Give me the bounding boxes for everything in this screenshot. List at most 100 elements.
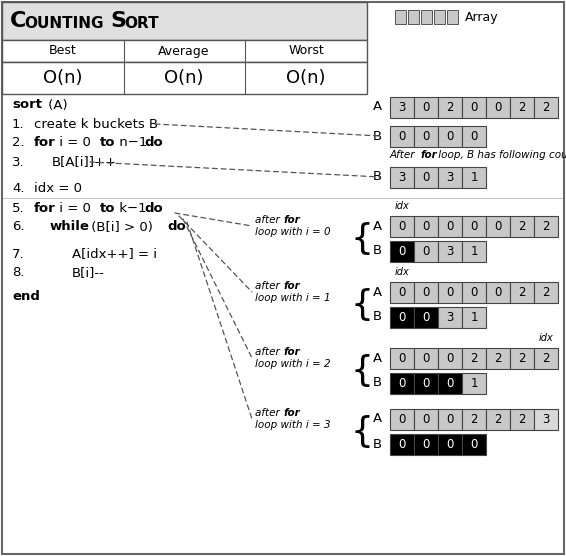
FancyBboxPatch shape	[390, 409, 414, 430]
Text: idx: idx	[395, 201, 409, 211]
Text: 0: 0	[398, 413, 406, 426]
Text: B[A[i]]++: B[A[i]]++	[52, 156, 117, 168]
FancyBboxPatch shape	[486, 216, 510, 237]
FancyBboxPatch shape	[510, 409, 534, 430]
Text: for: for	[34, 201, 55, 215]
Text: do: do	[144, 137, 163, 150]
Text: A: A	[373, 220, 382, 232]
Text: A: A	[373, 413, 382, 425]
Text: 2: 2	[518, 101, 526, 114]
FancyBboxPatch shape	[390, 167, 414, 188]
FancyBboxPatch shape	[414, 97, 438, 118]
FancyBboxPatch shape	[438, 241, 462, 262]
Text: O(n): O(n)	[164, 69, 204, 87]
Text: 2: 2	[470, 413, 478, 426]
Text: B[i]--: B[i]--	[72, 266, 105, 280]
Text: 0: 0	[447, 377, 454, 390]
Text: 0: 0	[470, 220, 478, 233]
FancyBboxPatch shape	[390, 307, 414, 328]
Text: 1: 1	[470, 245, 478, 258]
FancyBboxPatch shape	[414, 307, 438, 328]
FancyBboxPatch shape	[390, 348, 414, 369]
Text: n−1: n−1	[115, 137, 152, 150]
FancyBboxPatch shape	[534, 282, 558, 303]
FancyBboxPatch shape	[462, 409, 486, 430]
Text: B: B	[373, 245, 382, 257]
Text: 1.: 1.	[12, 117, 25, 131]
Text: after: after	[255, 347, 283, 357]
Text: 2: 2	[446, 101, 454, 114]
FancyBboxPatch shape	[414, 282, 438, 303]
FancyBboxPatch shape	[510, 97, 534, 118]
Text: 1: 1	[470, 377, 478, 390]
FancyBboxPatch shape	[390, 434, 414, 455]
Text: 0: 0	[422, 130, 430, 143]
FancyBboxPatch shape	[486, 97, 510, 118]
FancyBboxPatch shape	[438, 348, 462, 369]
Text: 0: 0	[422, 286, 430, 299]
Text: 0: 0	[447, 438, 454, 451]
Text: 0: 0	[422, 352, 430, 365]
Text: 8.: 8.	[12, 266, 24, 280]
FancyBboxPatch shape	[462, 216, 486, 237]
FancyBboxPatch shape	[438, 307, 462, 328]
FancyBboxPatch shape	[438, 216, 462, 237]
FancyBboxPatch shape	[421, 10, 432, 24]
Text: 0: 0	[398, 352, 406, 365]
Text: 0: 0	[447, 286, 454, 299]
Text: B: B	[373, 130, 382, 142]
FancyBboxPatch shape	[510, 216, 534, 237]
Text: 2: 2	[542, 220, 550, 233]
FancyBboxPatch shape	[462, 241, 486, 262]
Text: 0: 0	[422, 438, 430, 451]
FancyBboxPatch shape	[414, 409, 438, 430]
FancyBboxPatch shape	[462, 126, 486, 147]
Text: 0: 0	[494, 220, 501, 233]
Text: 4.: 4.	[12, 182, 24, 196]
Text: 0: 0	[422, 413, 430, 426]
Text: ORT: ORT	[124, 16, 158, 31]
Text: B: B	[373, 310, 382, 324]
Text: Worst: Worst	[288, 44, 324, 57]
Text: 0: 0	[447, 130, 454, 143]
Text: 2: 2	[518, 220, 526, 233]
FancyBboxPatch shape	[438, 97, 462, 118]
FancyBboxPatch shape	[2, 62, 367, 94]
Text: O(n): O(n)	[43, 69, 83, 87]
Text: B: B	[373, 438, 382, 450]
Text: 0: 0	[398, 130, 406, 143]
Text: (A): (A)	[44, 98, 67, 112]
Text: 3: 3	[542, 413, 550, 426]
Text: do: do	[167, 221, 186, 234]
FancyBboxPatch shape	[462, 167, 486, 188]
FancyBboxPatch shape	[438, 409, 462, 430]
Text: C: C	[10, 11, 27, 31]
Text: 0: 0	[422, 377, 430, 390]
FancyBboxPatch shape	[534, 348, 558, 369]
Text: for: for	[283, 347, 300, 357]
FancyBboxPatch shape	[462, 307, 486, 328]
FancyBboxPatch shape	[486, 409, 510, 430]
Text: 6.: 6.	[12, 221, 24, 234]
Text: 3: 3	[447, 245, 454, 258]
Text: 0: 0	[470, 101, 478, 114]
Text: 0: 0	[470, 286, 478, 299]
Text: 2: 2	[494, 413, 501, 426]
Text: {: {	[350, 222, 374, 256]
FancyBboxPatch shape	[408, 10, 419, 24]
Text: 3: 3	[447, 171, 454, 184]
Text: loop with i = 3: loop with i = 3	[255, 420, 331, 430]
Text: 0: 0	[398, 311, 406, 324]
FancyBboxPatch shape	[438, 434, 462, 455]
Text: 1: 1	[470, 171, 478, 184]
FancyBboxPatch shape	[486, 348, 510, 369]
Text: 3: 3	[398, 101, 406, 114]
Text: A: A	[373, 285, 382, 299]
Text: k−1: k−1	[115, 201, 151, 215]
Text: 7.: 7.	[12, 247, 25, 261]
FancyBboxPatch shape	[434, 10, 445, 24]
FancyBboxPatch shape	[390, 216, 414, 237]
FancyBboxPatch shape	[390, 126, 414, 147]
Text: O(n): O(n)	[286, 69, 326, 87]
FancyBboxPatch shape	[438, 167, 462, 188]
